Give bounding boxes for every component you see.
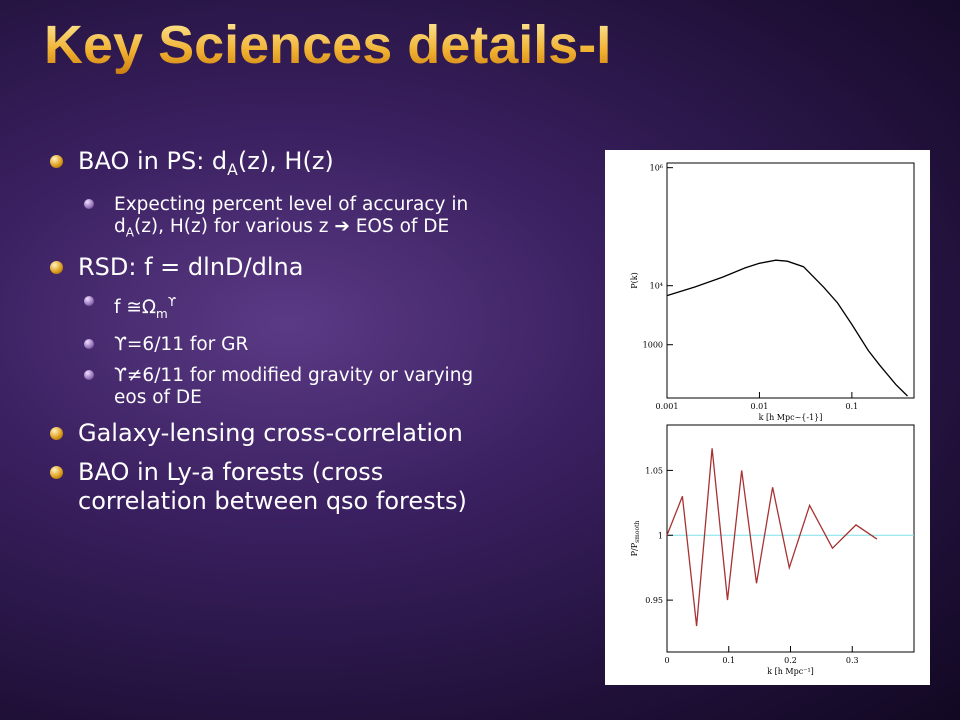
- label-subscript: smooth: [634, 521, 641, 543]
- bullet: BAO in PS: dA(z), H(z): [50, 147, 470, 185]
- y-axis-label: P/Psmooth: [630, 521, 641, 557]
- text-run: ϒ≠6/11 for modified gravity or varying e…: [114, 365, 474, 409]
- y-tick-label: 1.05: [645, 466, 663, 475]
- bullet: BAO in Ly-a forests (cross correlation b…: [50, 458, 470, 516]
- x-tick-label: 0: [664, 656, 669, 665]
- sub-bullet: ϒ=6/11 for GR: [80, 334, 474, 356]
- text-run: BAO in Ly-a forests (cross correlation b…: [78, 458, 467, 516]
- x-tick-label: 0.01: [751, 402, 769, 411]
- sub-bullet: Expecting percent level of accuracy in d…: [80, 194, 474, 244]
- label-run: P/P: [630, 542, 639, 556]
- x-axis-label: k [h Mpc⁻¹]: [767, 667, 814, 676]
- bullet: Galaxy-lensing cross-correlation: [50, 419, 470, 448]
- sub-bullet: ϒ≠6/11 for modified gravity or varying e…: [80, 365, 474, 409]
- subscript: m: [156, 307, 168, 322]
- figure: 0.001 0.01 0.1 10⁶ 10⁴ 1000 k [h Mpc~{-1}] P(k)…: [605, 150, 930, 685]
- plot-frame: [666, 162, 915, 399]
- label-run: P(k): [630, 272, 639, 288]
- y-tick-label: 0.95: [645, 596, 663, 605]
- y-tick-label: 1000: [643, 341, 663, 350]
- x-tick-label: 0.1: [722, 656, 735, 665]
- text-run: Galaxy-lensing cross-correlation: [78, 419, 463, 448]
- data-line: [666, 448, 878, 627]
- text-run: BAO in PS: d: [78, 147, 228, 175]
- x-tick-label: 0.1: [846, 402, 859, 411]
- bullet: RSD: f = dlnD/dlna: [50, 253, 470, 282]
- x-tick-label: 0.3: [846, 656, 859, 665]
- bullet-list: BAO in PS: dA(z), H(z) Expecting percent …: [50, 137, 473, 516]
- figure-background: [605, 150, 930, 685]
- data-line: [666, 259, 908, 397]
- slide-title: Key Sciences details-I: [44, 15, 612, 75]
- y-tick-label: 10⁶: [650, 164, 663, 173]
- subscript: A: [125, 225, 134, 240]
- text-run: (z), H(z): [237, 147, 334, 175]
- x-tick-label: 0.2: [784, 656, 797, 665]
- text-run: f ≅Ω: [114, 297, 157, 319]
- x-axis-label: k [h Mpc~{-1}]: [759, 413, 823, 422]
- text-run: ϒ=6/11 for GR: [114, 334, 249, 356]
- y-tick-label: 1: [658, 531, 663, 540]
- x-tick-label: 0.001: [656, 402, 679, 411]
- y-axis-label: P(k): [630, 272, 639, 288]
- text-run: Expecting percent level of accuracy in d: [114, 193, 469, 237]
- sub-bullet: f ≅Ωmϒ: [80, 291, 474, 325]
- text-run: (z), H(z) for various z ➔ EOS of DE: [133, 215, 450, 237]
- superscript: ϒ: [167, 295, 177, 310]
- subscript: A: [227, 160, 238, 179]
- text-run: RSD: f = dlnD/dlna: [78, 253, 304, 282]
- y-tick-label: 10⁴: [650, 282, 663, 291]
